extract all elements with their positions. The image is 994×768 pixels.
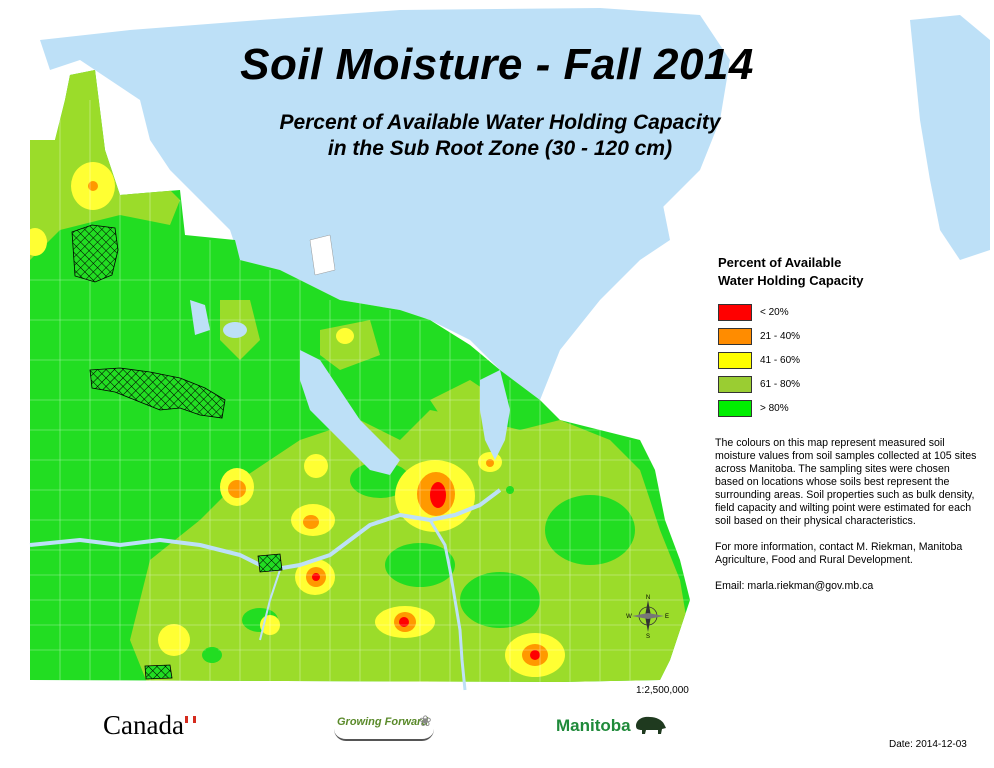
legend-item: > 80% [718,396,938,420]
compass-w: W [626,614,632,620]
bison-icon [636,716,666,734]
manitoba-logo: Manitoba [556,716,631,735]
legend-item: 21 - 40% [718,324,938,348]
municipal-boundaries [30,100,690,682]
canada-wordmark: Canada [103,710,184,740]
legend: Percent of Available Water Holding Capac… [718,254,938,420]
legend-item: 41 - 60% [718,348,938,372]
email-text: Email: marla.riekman@gov.mb.ca [715,580,874,592]
map-subtitle: Percent of Available Water Holding Capac… [230,110,770,162]
rivers [29,488,502,691]
legend-swatch-orange [718,327,752,345]
compass-s: S [646,634,650,638]
date-label: Date: 2014-12-03 [889,739,967,750]
growing-forward-swoosh-icon [334,729,434,741]
compass-e: E [665,614,669,620]
map-scale: 1:2,500,000 [636,685,689,696]
legend-label: 41 - 60% [760,354,801,366]
legend-swatch-red [718,303,752,321]
contact-text: For more information, contact M. Riekman… [715,541,963,566]
compass-rose-icon: N S E W [626,595,669,638]
legend-swatch-green [718,399,752,417]
subtitle-line-2: in the Sub Root Zone (30 - 120 cm) [327,137,673,160]
description-text: The colours on this map represent measur… [715,437,977,527]
legend-list: < 20% 21 - 40% 41 - 60% 61 - 80% > 80% [718,300,938,420]
maple-leaf-icon: ❀ [419,713,432,730]
legend-swatch-yellow [718,351,752,369]
legend-title-line-1: Percent of Available [718,255,842,270]
map-title: Soil Moisture - Fall 2014 [240,40,754,89]
sample-points [204,486,514,663]
legend-label: 21 - 40% [760,330,801,342]
legend-item: 61 - 80% [718,372,938,396]
hatched-areas [71,224,283,680]
legend-label: < 20% [760,306,789,318]
canada-flag-icon [185,716,196,723]
legend-label: 61 - 80% [760,378,801,390]
map-description: The colours on this map represent measur… [715,437,977,606]
legend-swatch-light-green [718,375,752,393]
water-bodies [40,8,990,400]
legend-label: > 80% [760,402,789,414]
subtitle-line-1: Percent of Available Water Holding Capac… [279,111,721,134]
legend-title: Percent of Available Water Holding Capac… [718,254,938,290]
legend-item: < 20% [718,300,938,324]
growing-forward-logo: Growing Forward [337,716,429,728]
compass-n: N [646,595,650,601]
lakes [190,234,510,475]
legend-title-line-2: Water Holding Capacity [718,273,864,288]
